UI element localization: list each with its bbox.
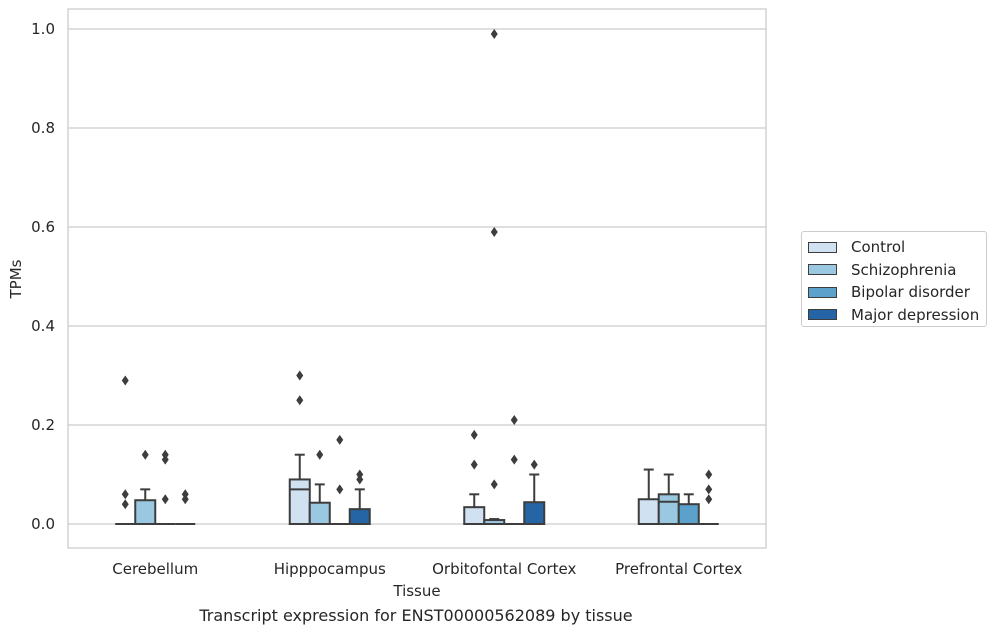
y-tick-label: 0.4 [31, 317, 55, 335]
outlier-point [296, 370, 304, 381]
y-tick-labels: 0.0 0.2 0.4 0.6 0.8 1.0 [31, 20, 55, 533]
outlier-point [356, 474, 364, 485]
outlier-point [121, 489, 129, 500]
chart-caption: Transcript expression for ENST0000056208… [199, 606, 633, 625]
legend-label: Control [851, 238, 906, 257]
plot-frame [67, 8, 767, 549]
legend-swatch [808, 264, 837, 276]
box-bipolar-disorder-2 [504, 415, 525, 525]
box-body [348, 508, 371, 525]
outlier-point [181, 494, 189, 505]
box-major-depression-2 [523, 459, 546, 526]
legend-swatch [808, 309, 837, 321]
outlier-point [530, 459, 538, 470]
x-tick-label: Prefrontal Cortex [615, 560, 742, 578]
box-body [523, 501, 546, 526]
legend-item: Control [808, 236, 986, 259]
box-schizophrenia-3 [657, 473, 680, 525]
box-body [677, 503, 700, 526]
outlier-point [141, 449, 149, 460]
y-axis-label: TPMs [7, 259, 25, 299]
x-tick-label: Cerebellum [112, 560, 198, 578]
outlier-point [705, 494, 713, 505]
outlier-point [490, 28, 498, 39]
box-major-depression-1 [348, 469, 371, 525]
outlier-point [705, 484, 713, 495]
box-body [134, 499, 157, 525]
legend-item: Schizophrenia [808, 259, 986, 282]
x-tick-labels: Cerebellum Hipppocampus Orbitofontal Corte… [112, 560, 742, 578]
legend: Control Schizophrenia Bipolar disorder Majo… [801, 231, 987, 327]
box-schizophrenia-0 [134, 449, 157, 525]
outlier-point [336, 434, 344, 445]
outlier-point [296, 395, 304, 406]
box-major-depression-0 [175, 489, 196, 525]
box-bipolar-disorder-3 [677, 493, 700, 526]
box-bipolar-disorder-1 [329, 434, 350, 525]
box-control-1 [288, 370, 311, 526]
y-tick-label: 0.6 [31, 218, 55, 236]
outlier-point [490, 226, 498, 237]
outlier-point [316, 449, 324, 460]
legend-label: Bipolar disorder [851, 283, 970, 302]
box-schizophrenia-1 [308, 449, 331, 525]
legend-label: Schizophrenia [851, 260, 957, 279]
y-tick-label: 1.0 [31, 20, 55, 38]
box-schizophrenia-2 [483, 28, 506, 525]
box-body [657, 493, 680, 525]
x-tick-label: Hipppocampus [274, 560, 386, 578]
legend-label: Major depression [851, 305, 980, 324]
outlier-point [161, 494, 169, 505]
x-axis-label: Tissue [392, 582, 440, 600]
y-tick-label: 0.8 [31, 119, 55, 137]
outlier-point [490, 479, 498, 490]
box-control-2 [463, 429, 486, 526]
y-tick-label: 0.0 [31, 515, 55, 533]
outlier-point [510, 415, 518, 426]
legend-swatch [808, 241, 837, 253]
box-bipolar-disorder-0 [155, 449, 176, 525]
outlier-point [336, 484, 344, 495]
legend-item: Bipolar disorder [808, 281, 986, 304]
legend-item: Major depression [808, 304, 986, 327]
outlier-point [121, 375, 129, 386]
grid-lines [68, 28, 766, 525]
box-body [288, 478, 311, 526]
outlier-point [470, 459, 478, 470]
y-tick-label: 0.2 [31, 416, 55, 434]
outlier-point [121, 499, 129, 510]
outlier-point [470, 429, 478, 440]
box-body [637, 498, 660, 525]
x-tick-label: Orbitofontal Cortex [432, 560, 576, 578]
outlier-point [161, 454, 169, 465]
box-body [308, 501, 331, 525]
box-control-0 [115, 375, 136, 525]
box-control-3 [637, 468, 660, 525]
legend-swatch [808, 286, 837, 298]
box-groups [115, 28, 719, 526]
outlier-point [510, 454, 518, 465]
outlier-point [705, 469, 713, 480]
box-major-depression-3 [698, 469, 719, 525]
box-body [463, 506, 486, 526]
